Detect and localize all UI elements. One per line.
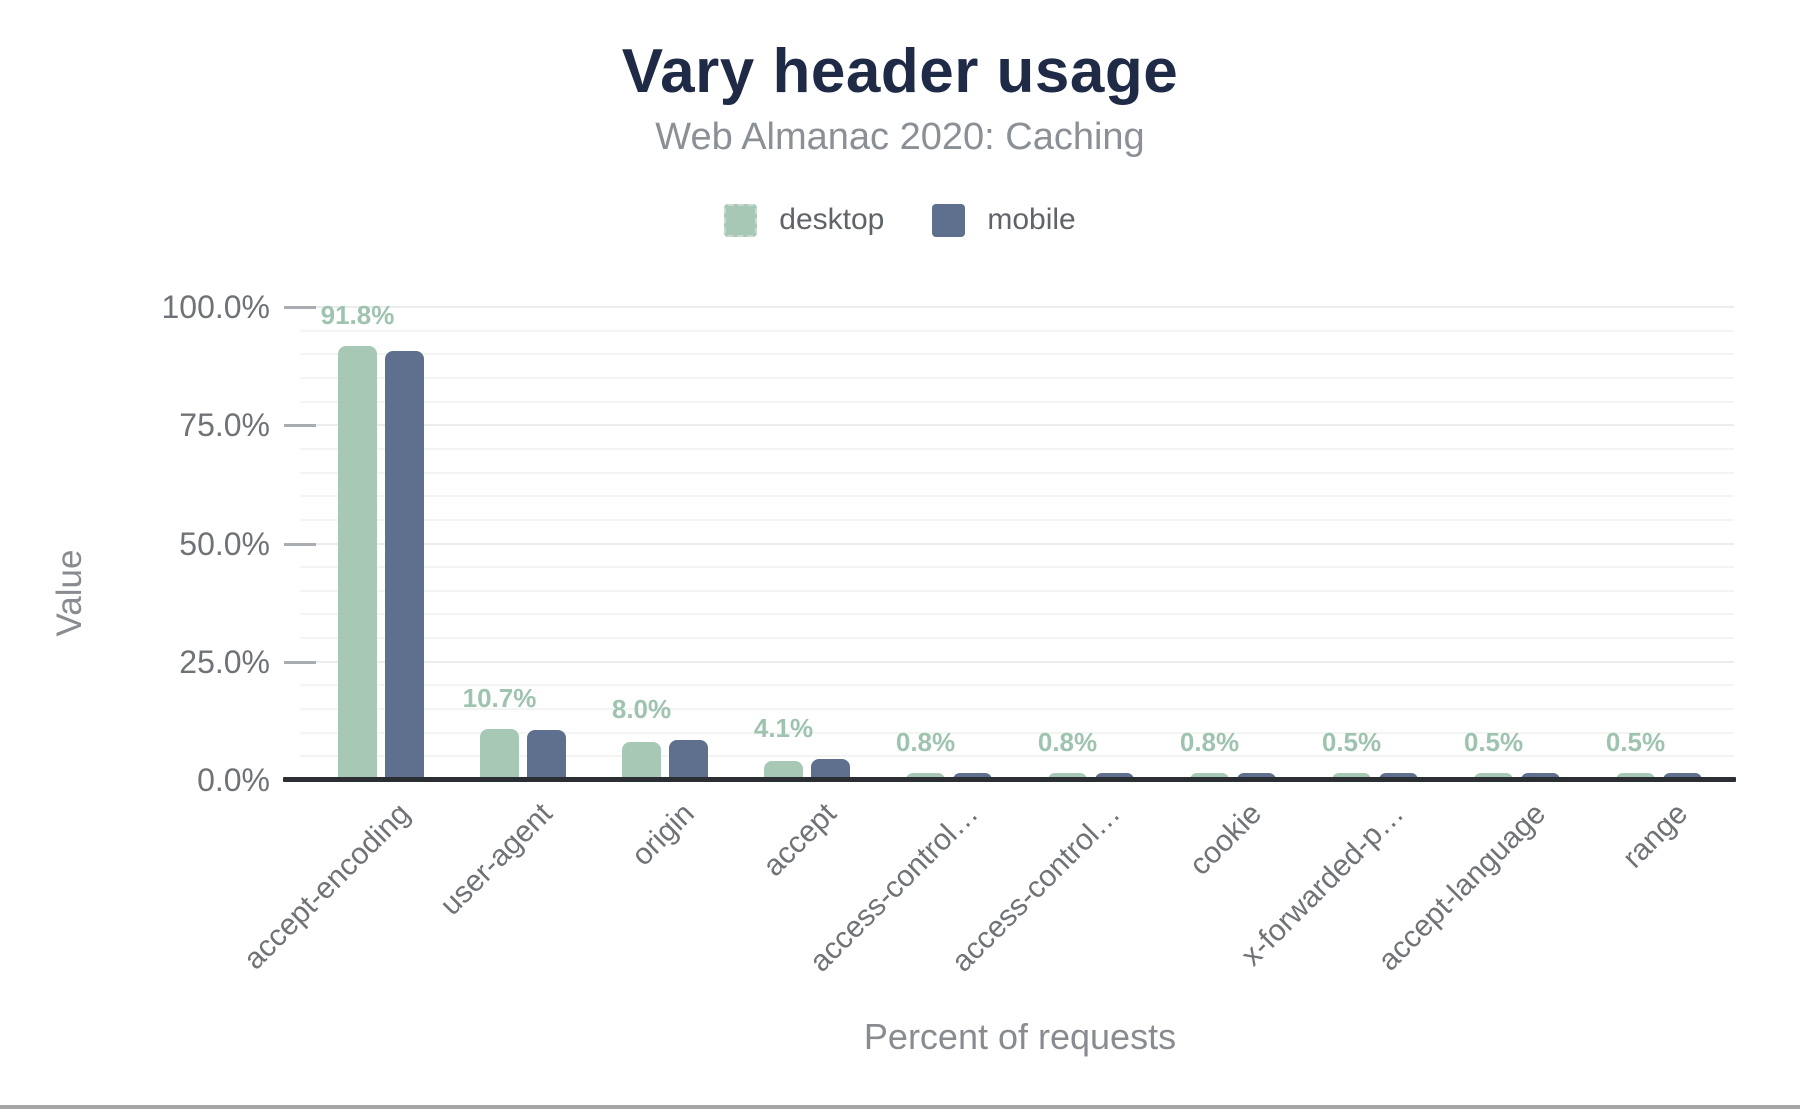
chart-subtitle: Web Almanac 2020: Caching <box>655 116 1145 158</box>
bar-mobile-cookie[interactable] <box>1237 773 1276 780</box>
x-axis-title: Percent of requests <box>863 1016 1177 1057</box>
bar-value-label: 0.8% <box>1179 727 1240 757</box>
bar-mobile-access-control…[interactable] <box>953 773 992 780</box>
gridline-minor <box>300 353 1734 356</box>
bar-value-label: 4.1% <box>753 713 814 744</box>
bar-mobile-origin[interactable] <box>669 740 708 780</box>
bar-mobile-accept-encoding[interactable] <box>385 350 424 780</box>
gridline-major <box>300 542 1734 545</box>
y-axis-tick-label: 25.0% <box>179 643 270 680</box>
gridline-minor <box>300 589 1734 592</box>
legend-swatch-desktop <box>724 203 758 237</box>
bar-value-label: 0.8% <box>1037 727 1098 757</box>
bar-value-label: 0.5% <box>1321 727 1382 757</box>
bar-desktop-access-control…[interactable] <box>906 773 945 780</box>
bar-mobile-accept-language[interactable] <box>1521 773 1560 780</box>
gridline-major <box>300 660 1734 663</box>
footer-divider <box>0 1105 1800 1109</box>
gridline-minor <box>300 566 1734 569</box>
gridline-minor <box>300 684 1734 687</box>
legend-item-desktop[interactable]: desktop <box>724 203 884 237</box>
y-axis-tick <box>284 660 316 664</box>
legend-label: desktop <box>779 203 885 236</box>
gridline-major <box>300 424 1734 427</box>
bar-value-label: 91.8% <box>320 299 395 330</box>
gridline-minor <box>300 447 1734 450</box>
y-axis-tick <box>284 306 316 309</box>
x-axis-category-text: accept-encoding <box>237 797 417 977</box>
x-axis-line <box>283 777 1736 782</box>
chart-title: Vary header usage <box>621 37 1179 106</box>
x-axis-category-text: user-agent <box>433 797 559 922</box>
gridline-minor <box>300 518 1734 521</box>
y-axis-tick-label: 50.0% <box>179 525 270 562</box>
gridline-minor <box>300 471 1734 474</box>
bar-desktop-user-agent[interactable] <box>480 729 519 780</box>
y-axis-tick-label: 0.0% <box>197 762 270 798</box>
bar-mobile-x-forwarded-p…[interactable] <box>1379 773 1418 780</box>
gridline-minor <box>300 329 1734 332</box>
gridline-minor <box>300 731 1734 734</box>
bar-mobile-accept[interactable] <box>811 759 850 780</box>
y-axis-tick-label: 75.0% <box>179 407 270 444</box>
bar-desktop-access-control…[interactable] <box>1048 773 1087 780</box>
bar-value-label: 10.7% <box>462 683 537 714</box>
y-axis-title: Value <box>50 549 89 637</box>
x-axis-category-text: origin <box>625 797 701 873</box>
x-axis-category-text: accept <box>756 797 843 883</box>
bar-desktop-cookie[interactable] <box>1190 773 1229 780</box>
y-axis-tick <box>284 424 316 428</box>
gridline-minor <box>300 495 1734 498</box>
x-axis-category-text: range <box>1616 797 1695 875</box>
gridline-minor <box>300 613 1734 616</box>
legend: desktop mobile <box>0 203 1800 237</box>
bar-value-label: 0.5% <box>1463 727 1524 757</box>
legend-swatch-mobile <box>932 203 966 237</box>
bar-value-label: 0.5% <box>1605 727 1666 757</box>
bar-desktop-range[interactable] <box>1616 773 1655 780</box>
x-axis-category-text: cookie <box>1183 797 1269 882</box>
bar-desktop-origin[interactable] <box>622 742 661 780</box>
bar-mobile-access-control…[interactable] <box>1095 773 1134 780</box>
bar-desktop-accept-language[interactable] <box>1474 773 1513 780</box>
bar-desktop-accept-encoding[interactable] <box>338 345 377 780</box>
bar-value-label: 8.0% <box>611 694 672 725</box>
gridline-minor <box>300 637 1734 640</box>
bar-mobile-range[interactable] <box>1663 773 1702 780</box>
legend-item-mobile[interactable]: mobile <box>932 203 1076 237</box>
gridline-minor <box>300 376 1734 379</box>
gridline-minor <box>300 755 1734 758</box>
bar-desktop-x-forwarded-p…[interactable] <box>1332 773 1371 780</box>
bar-mobile-user-agent[interactable] <box>527 729 566 780</box>
bar-value-label: 0.8% <box>895 727 956 757</box>
legend-label: mobile <box>987 203 1076 236</box>
y-axis-tick-label: 100.0% <box>161 289 270 325</box>
gridline-major <box>300 306 1734 308</box>
y-axis-tick <box>284 542 316 546</box>
gridline-minor <box>300 708 1734 711</box>
bar-desktop-accept[interactable] <box>764 760 803 780</box>
gridline-minor <box>300 400 1734 403</box>
